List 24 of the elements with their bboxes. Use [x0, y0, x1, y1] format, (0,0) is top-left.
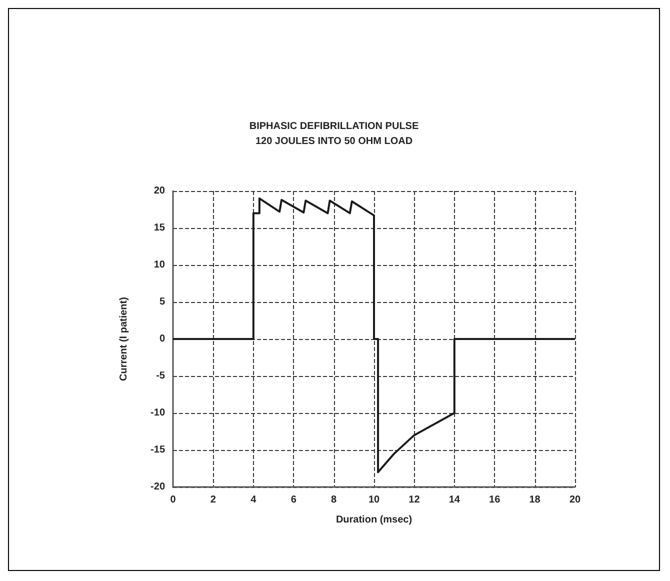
y-tick-label: -5	[156, 370, 166, 382]
line-series	[172, 197, 576, 474]
y-tick-label: 20	[154, 186, 166, 196]
y-tick-label: 10	[154, 260, 166, 270]
x-tick-label: 16	[489, 494, 501, 506]
x-tick-label: 4	[250, 494, 257, 506]
x-axis-title: Duration (msec)	[336, 514, 412, 526]
x-tick-label: 0	[170, 494, 176, 506]
x-tick-label: 18	[529, 494, 541, 506]
x-tick-label: 12	[408, 494, 420, 506]
x-tick-label: 20	[569, 494, 581, 506]
x-tick-label: 6	[290, 494, 297, 506]
y-tick-label: 15	[154, 222, 166, 234]
chart-title: BIPHASIC DEFIBRILLATION PULSE 120 JOULES INTO 50 OHM LOAD	[249, 121, 419, 147]
x-tick-label: 10	[368, 494, 380, 506]
y-tick-label: -20	[150, 482, 166, 492]
y-tick-label: -15	[150, 444, 166, 456]
x-tick-label: 2	[210, 494, 216, 506]
x-tick-label: 8	[331, 494, 338, 506]
x-tick-label: 14	[448, 494, 460, 506]
y-tick-label: -10	[150, 408, 166, 418]
y-axis-title: Current (I patient)	[118, 297, 130, 381]
y-tick-label: 5	[159, 296, 166, 308]
y-tick-label: 0	[159, 334, 166, 344]
